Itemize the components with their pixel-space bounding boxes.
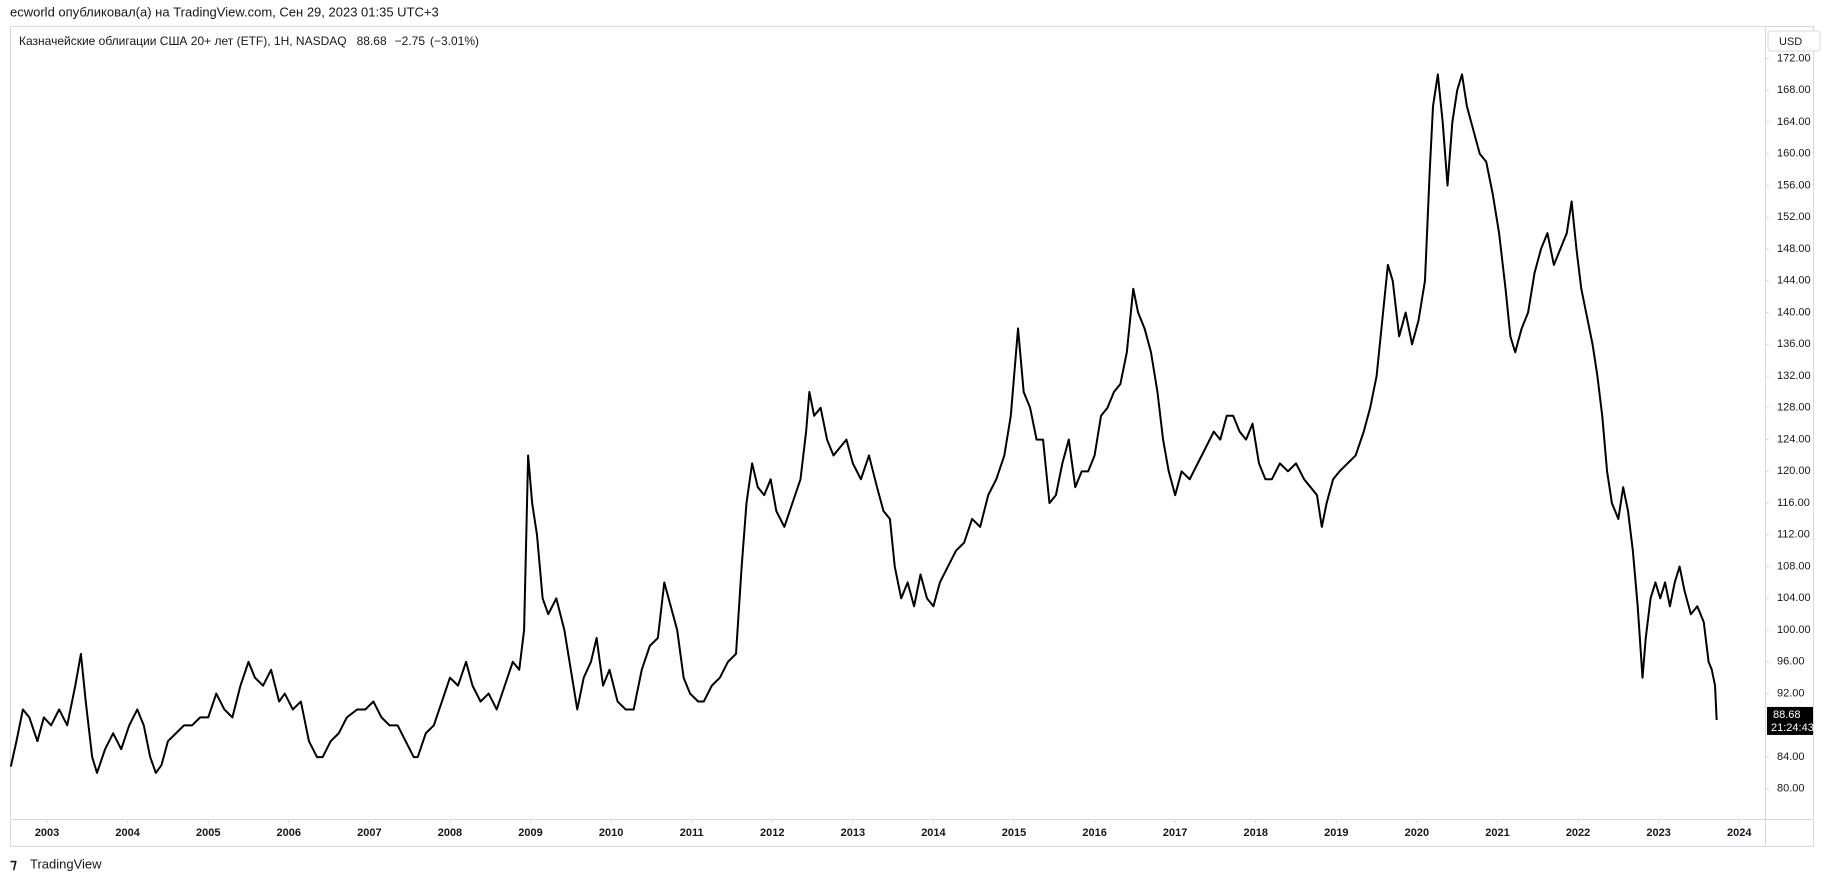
brand: TradingView [30, 856, 102, 871]
currency: USD [1779, 36, 1802, 48]
publisher-line: ecworld опубликовал(а) на TradingView.co… [10, 4, 439, 19]
last-price-label: 88.68 [1773, 709, 1801, 721]
y-tick-label: 108.00 [1777, 560, 1811, 572]
y-tick-label: 100.00 [1777, 624, 1811, 636]
y-tick-label: 136.00 [1777, 338, 1811, 350]
countdown: 21:24:43 [1771, 722, 1814, 734]
last-price-box [1767, 706, 1813, 735]
x-tick-label: 2013 [841, 827, 865, 839]
x-tick-label: 2020 [1405, 827, 1429, 839]
y-tick-label: 132.00 [1777, 370, 1811, 382]
y-tick-label: 120.00 [1777, 465, 1811, 477]
x-tick-label: 2009 [518, 827, 542, 839]
x-tick-label: 2004 [115, 827, 140, 839]
y-tick-label: 160.00 [1777, 148, 1811, 160]
y-tick-label: 148.00 [1777, 243, 1811, 255]
x-tick-label: 2018 [1244, 827, 1268, 839]
price-line [9, 73, 1718, 774]
legend-change-pct: (−3.01%) [430, 34, 479, 48]
currency-box[interactable] [1767, 30, 1821, 52]
x-tick-label: 2006 [277, 827, 301, 839]
y-tick-label: 84.00 [1777, 751, 1805, 763]
y-tick-label: 140.00 [1777, 306, 1811, 318]
y-tick-label: 128.00 [1777, 402, 1811, 414]
x-tick-label: 2010 [599, 827, 623, 839]
x-tick-label: 2015 [1002, 827, 1026, 839]
x-tick-label: 2005 [196, 827, 220, 839]
x-tick-label: 2007 [357, 827, 381, 839]
x-tick-label: 2019 [1324, 827, 1348, 839]
y-tick-label: 172.00 [1777, 52, 1811, 64]
x-tick-label: 2008 [438, 827, 462, 839]
x-tick-label: 2011 [680, 827, 704, 839]
x-tick-label: 2022 [1566, 827, 1590, 839]
x-tick-label: 2023 [1646, 827, 1670, 839]
y-tick-label: 80.00 [1777, 783, 1805, 795]
legend-last: 88.68 [357, 34, 387, 48]
x-tick-label: 2003 [35, 827, 59, 839]
x-tick-label: 2017 [1163, 827, 1187, 839]
plot: 80.0084.0088.0092.0096.00100.00104.00108… [9, 52, 1814, 839]
y-tick-label: 92.00 [1777, 687, 1805, 699]
y-tick-label: 112.00 [1777, 529, 1810, 541]
y-tick-label: 124.00 [1777, 433, 1811, 445]
y-tick-label: 168.00 [1777, 84, 1811, 96]
y-tick-label: 144.00 [1777, 275, 1811, 287]
brand-logo: ⁊ [10, 856, 17, 872]
x-tick-label: 2014 [921, 827, 946, 839]
x-tick-label: 2012 [760, 827, 784, 839]
y-tick-label: 156.00 [1777, 179, 1811, 191]
y-tick-label: 116.00 [1777, 497, 1810, 509]
y-tick-label: 152.00 [1777, 211, 1811, 223]
y-tick-label: 164.00 [1777, 116, 1811, 128]
x-tick-label: 2021 [1485, 827, 1509, 839]
x-tick-label: 2016 [1082, 827, 1106, 839]
x-tick-label: 2024 [1727, 827, 1752, 839]
chart-frame [10, 26, 1814, 847]
legend-title: Казначейские облигации США 20+ лет (ETF)… [19, 34, 347, 48]
legend-change: −2.75 [395, 34, 426, 48]
y-tick-label: 96.00 [1777, 656, 1805, 668]
legend: Казначейские облигации США 20+ лет (ETF)… [19, 34, 479, 48]
y-tick-label: 104.00 [1777, 592, 1811, 604]
